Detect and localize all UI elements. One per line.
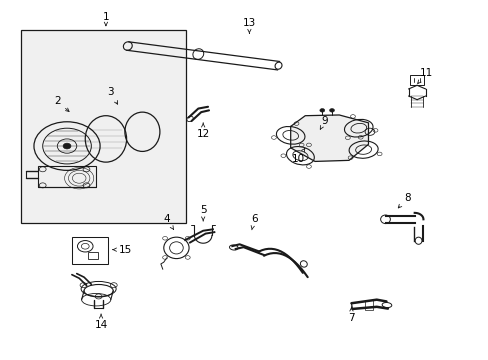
Text: 9: 9	[320, 116, 327, 129]
Text: 2: 2	[54, 96, 69, 112]
Text: 12: 12	[196, 123, 209, 139]
Bar	[21, 30, 186, 223]
Text: 11: 11	[417, 68, 432, 84]
Text: 15: 15	[113, 245, 132, 255]
Text: 1: 1	[102, 13, 109, 26]
Bar	[409, 75, 423, 85]
Text: 8: 8	[397, 193, 410, 208]
Text: 14: 14	[94, 314, 107, 330]
Bar	[72, 237, 108, 264]
Text: 6: 6	[250, 214, 257, 230]
Text: 4: 4	[163, 214, 173, 230]
Bar	[365, 300, 372, 310]
Text: 7: 7	[347, 307, 354, 323]
Bar	[87, 252, 98, 260]
Text: 13: 13	[242, 18, 255, 33]
Circle shape	[329, 109, 334, 112]
Bar	[38, 166, 96, 187]
Circle shape	[319, 109, 324, 112]
Text: 5: 5	[200, 205, 206, 221]
Text: 10: 10	[291, 148, 305, 163]
Text: 3: 3	[107, 87, 118, 104]
Circle shape	[63, 143, 71, 149]
Polygon shape	[290, 115, 368, 161]
